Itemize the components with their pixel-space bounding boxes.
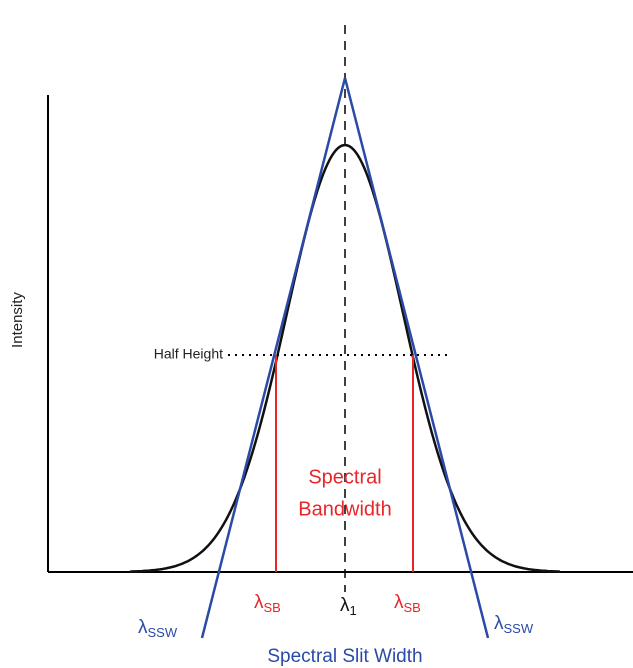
lambda-ssw: λSSW [138,617,178,640]
slit-right [343,77,490,639]
lambda-center: λ1 [340,595,357,618]
subscript: SB [404,600,421,615]
peak-curve [129,143,561,573]
subscript: SSW [148,625,178,640]
half-height-label: Half Height [154,346,223,362]
symbol: λ [138,617,148,638]
subscript: SSW [504,621,534,636]
symbol: λ [340,595,350,616]
subscript: SB [264,600,281,615]
symbol: λ [494,613,504,634]
subscript: 1 [350,603,357,618]
lambda-sb: λSB [394,592,421,615]
axis-label: Intensity [9,292,26,348]
bandwidth-label: Spectral [308,466,381,488]
bandwidth-label: Bandwidth [298,498,391,520]
symbol: λ [394,592,404,613]
lambda-sb: λSB [254,592,281,615]
symbol: λ [254,592,264,613]
slit-width-label: Spectral Slit Width [267,646,422,667]
lambda-ssw: λSSW [494,613,534,636]
slit-left [200,77,347,639]
